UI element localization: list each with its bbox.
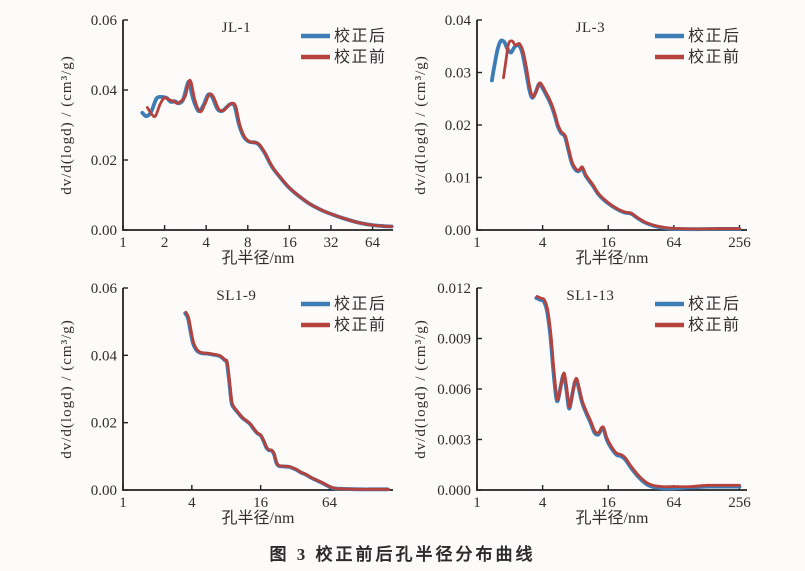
y-tick-label: 0.00 [91,483,117,499]
chart-title: JL-3 [576,20,606,36]
figure-caption: 图 3 校正前后孔半径分布曲线 [269,545,536,564]
chart-svg-SL1-9: 1 4 16 64 0.00 0.02 0.04 0.06 SL1-9 孔半径/nm dv/d(lo… [59,281,393,527]
y-axis-label: dv/d(logd) / (cm³/g) [59,319,75,458]
x-axis-label: 孔半径/nm [222,509,295,527]
x-tick-label: 64 [365,235,381,251]
y-tick-label: 0.000 [437,483,471,499]
x-tick-label: 16 [253,495,268,511]
x-tick-label: 16 [601,235,617,251]
y-tick-label: 0.02 [91,416,117,432]
legend-label-before: 校正前 [688,316,741,334]
chart-svg-JL-1: 1 2 4 8 16 32 64 0.00 0.02 0.04 0.06 JL-1 孔半径/nm dv/d… [59,13,394,267]
x-tick-label: 32 [323,235,338,251]
x-tick-label: 256 [728,495,751,511]
y-tick-label: 0.06 [91,13,118,29]
y-tick-label: 0.009 [437,332,471,348]
series-line-before [184,310,390,491]
x-tick-label: 1 [119,495,127,511]
chart-svg-JL-3: 1 4 16 64 256 0.00 0.01 0.02 0.03 0.04 JL-3 孔半径/nm d… [413,13,751,267]
legend-label-after: 校正后 [688,27,741,45]
x-tick-label: 16 [282,235,298,251]
y-tick-label: 0.01 [445,171,471,187]
y-tick-label: 0.06 [91,281,118,297]
chart-jl-3: 1 4 16 64 256 0.00 0.01 0.02 0.03 0.04 JL-3 孔半径/nm d… [389,0,761,268]
legend-label-after: 校正后 [688,295,741,313]
y-tick-label: 0.02 [91,153,117,169]
x-axis-label: 孔半径/nm [576,509,649,527]
x-tick-label: 2 [161,235,169,251]
y-tick-label: 0.012 [437,281,471,297]
chart-title: SL1-9 [216,288,256,304]
x-tick-label: 4 [539,235,547,251]
x-axis-label: 孔半径/nm [576,249,649,267]
series-line-after [490,38,742,232]
y-tick-label: 0.006 [437,382,471,398]
x-tick-label: 16 [601,495,617,511]
x-tick-label: 1 [473,495,481,511]
y-tick-label: 0.03 [445,66,471,82]
x-tick-label: 4 [539,495,547,511]
y-tick-label: 0.04 [445,13,472,29]
y-tick-label: 0.00 [445,223,471,239]
y-tick-label: 0.04 [91,348,118,364]
y-axis-label: dv/d(logd) / (cm³/g) [413,55,429,194]
legend-label-before: 校正前 [688,48,741,66]
legend-label-before: 校正前 [334,48,387,66]
chart-svg-SL1-13: 1 4 16 64 256 0.000 0.003 0.006 0.009 0.012 SL1-13… [413,281,751,527]
legend-label-before: 校正前 [334,316,387,334]
y-tick-label: 0.04 [91,83,118,99]
x-axis-label: 孔半径/nm [222,249,295,267]
x-tick-label: 8 [244,235,252,251]
x-tick-label: 256 [728,235,751,251]
legend-label-after: 校正后 [334,295,387,313]
chart-title: JL-1 [222,20,252,36]
chart-sl1-9: 1 4 16 64 0.00 0.02 0.04 0.06 SL1-9 孔半径/nm dv/d(lo… [35,270,407,538]
legend-label-after: 校正后 [334,27,387,45]
y-axis-label: dv/d(logd) / (cm³/g) [59,55,75,194]
series-line-before [502,39,741,231]
series-line-after [183,311,390,492]
x-tick-label: 64 [666,495,682,511]
series-line-before [145,78,394,228]
x-tick-label: 4 [202,235,210,251]
x-tick-label: 64 [666,235,682,251]
y-tick-label: 0.02 [445,118,471,134]
y-tick-label: 0.00 [91,223,117,239]
chart-title: SL1-13 [566,288,614,304]
x-tick-label: 64 [322,495,338,511]
chart-sl1-13: 1 4 16 64 256 0.000 0.003 0.006 0.009 0.012 SL1-13… [389,270,761,538]
x-tick-label: 1 [473,235,481,251]
x-tick-label: 1 [119,235,127,251]
y-tick-label: 0.003 [437,433,471,449]
y-axis-label: dv/d(logd) / (cm³/g) [413,319,429,458]
series-line-before [535,295,741,489]
x-tick-label: 4 [188,495,196,511]
chart-jl-1: 1 2 4 8 16 32 64 0.00 0.02 0.04 0.06 JL-1 孔半径/nm dv/d… [35,0,407,268]
